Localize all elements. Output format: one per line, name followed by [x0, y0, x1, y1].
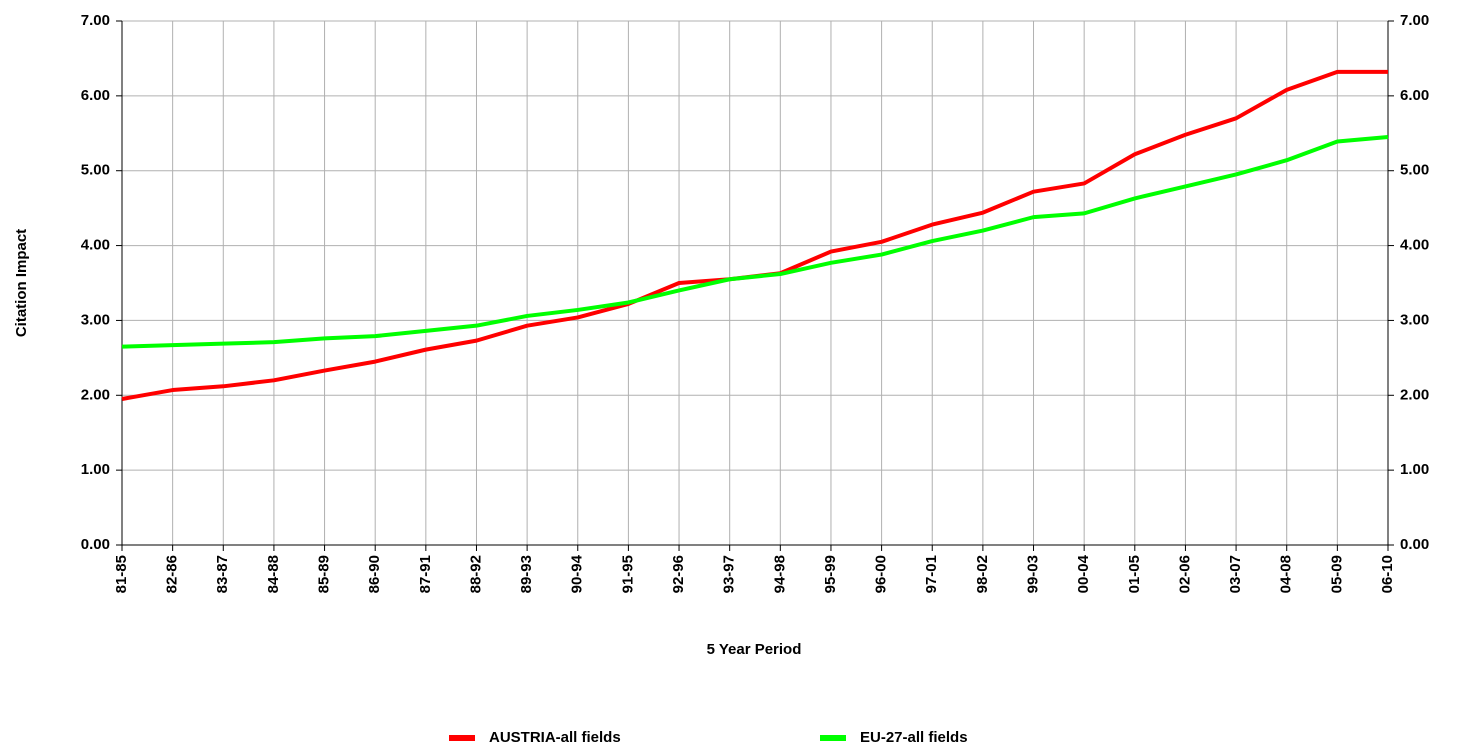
- x-tick-label: 89-93: [518, 555, 535, 593]
- x-tick-label: 99-03: [1024, 555, 1041, 593]
- legend-label: EU-27-all fields: [860, 729, 968, 746]
- series-line: [121, 69, 1388, 401]
- y2-tick-label: 6.00: [1400, 87, 1429, 104]
- x-tick-label: 93-97: [721, 555, 738, 593]
- x-tick-label: 97-01: [923, 555, 940, 593]
- y-tick-label: 0.00: [81, 536, 110, 553]
- y2-tick-label: 2.00: [1400, 386, 1429, 403]
- x-tick-label: 92-96: [670, 555, 687, 593]
- y-axis-label: Citation Impact: [13, 229, 30, 337]
- y2-tick-label: 4.00: [1400, 237, 1429, 254]
- y-tick-label: 3.00: [81, 311, 110, 328]
- x-axis-label: 5 Year Period: [707, 641, 802, 658]
- y-tick-label: 7.00: [81, 12, 110, 29]
- x-tick-label: 03-07: [1227, 555, 1244, 593]
- y2-tick-label: 0.00: [1400, 536, 1429, 553]
- y-tick-label: 6.00: [81, 87, 110, 104]
- y-tick-label: 1.00: [81, 461, 110, 478]
- x-tick-label: 90-94: [569, 554, 586, 593]
- series-line: [121, 135, 1389, 349]
- y-tick-label: 5.00: [81, 162, 110, 179]
- legend-label: AUSTRIA-all fields: [489, 729, 621, 746]
- x-tick-label: 96-00: [873, 555, 890, 593]
- y2-tick-label: 3.00: [1400, 311, 1429, 328]
- x-tick-label: 82-86: [164, 555, 181, 593]
- x-tick-label: 05-09: [1328, 555, 1345, 593]
- x-tick-label: 02-06: [1176, 555, 1193, 593]
- x-tick-label: 01-05: [1126, 555, 1143, 593]
- y-tick-label: 4.00: [81, 237, 110, 254]
- x-tick-label: 86-90: [366, 555, 383, 593]
- x-tick-label: 00-04: [1075, 554, 1092, 593]
- y2-tick-label: 7.00: [1400, 12, 1429, 29]
- x-tick-label: 87-91: [417, 555, 434, 593]
- x-tick-label: 94-98: [771, 555, 788, 593]
- y2-tick-label: 5.00: [1400, 162, 1429, 179]
- x-tick-label: 95-99: [822, 555, 839, 593]
- x-tick-label: 85-89: [316, 555, 333, 593]
- x-tick-label: 06-10: [1379, 555, 1396, 593]
- x-tick-label: 88-92: [467, 555, 484, 593]
- y2-tick-label: 1.00: [1400, 461, 1429, 478]
- x-tick-label: 83-87: [214, 555, 231, 593]
- x-tick-label: 04-08: [1278, 555, 1295, 593]
- x-tick-label: 98-02: [974, 555, 991, 593]
- x-tick-label: 84-88: [265, 555, 282, 593]
- y-tick-label: 2.00: [81, 386, 110, 403]
- x-tick-label: 91-95: [619, 555, 636, 593]
- x-tick-label: 81-85: [113, 555, 130, 593]
